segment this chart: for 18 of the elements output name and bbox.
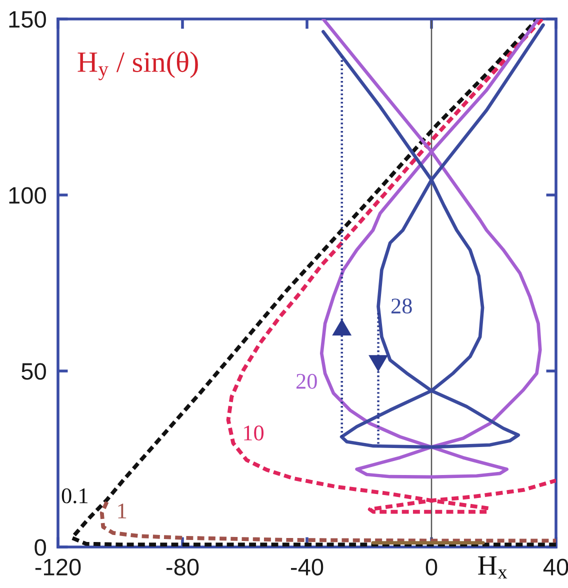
y-tick-label: 150 — [9, 11, 46, 28]
line-series — [100, 500, 556, 543]
series-label: 0.1 — [62, 488, 88, 504]
series-label: 1 — [118, 504, 126, 518]
y-axis-title: H$_{y}$ / sin(θ) — [78, 51, 198, 80]
series-label: 28 — [391, 298, 412, 314]
x-tick-label: 40 — [543, 558, 568, 576]
line-series — [226, 19, 556, 514]
x-tick-label: -40 — [290, 558, 324, 576]
x-tick-label: -80 — [166, 558, 199, 576]
series-label: 20 — [296, 374, 317, 389]
x-tick-label: -120 — [35, 558, 81, 576]
x-tick-label: 0 — [426, 558, 438, 576]
y-tick-label: 100 — [9, 187, 46, 204]
series-label: 10 — [244, 425, 264, 440]
y-tick-label: 0 — [34, 539, 46, 556]
y-tick-label: 50 — [22, 363, 46, 380]
x-axis-title: H$_{x}$ — [478, 556, 508, 578]
